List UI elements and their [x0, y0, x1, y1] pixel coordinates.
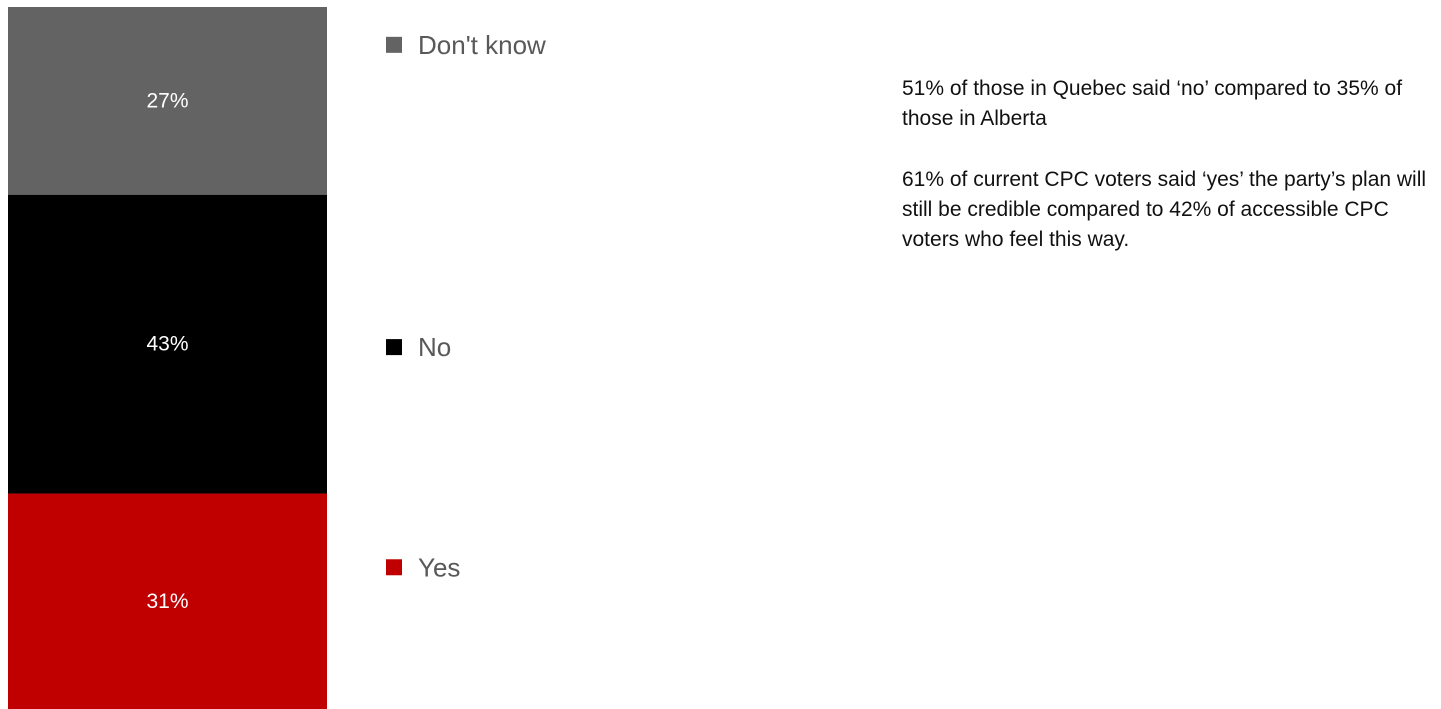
legend-label-no: No	[418, 332, 451, 362]
data-label-don-t-know: 27%	[146, 89, 188, 112]
legend-swatch-yes	[386, 559, 402, 576]
legend-swatch-no	[386, 339, 402, 356]
bar-data-labels: 31% 43% 27%	[146, 89, 188, 612]
legend-label-yes: Yes	[418, 552, 460, 582]
chart-legend: Yes No Don't know	[386, 30, 546, 582]
bar-segment-don-t-know	[8, 7, 327, 195]
data-label-yes: 31%	[146, 590, 188, 613]
bar-segment-no	[8, 194, 327, 494]
legend-label-don-t-know: Don't know	[418, 30, 546, 60]
note-cpc-voters: 61% of current CPC voters said ‘yes’ the…	[902, 168, 1427, 251]
legend-swatch-don-t-know	[386, 36, 402, 53]
bar-segments	[8, 7, 327, 709]
bar-segment-yes	[8, 493, 327, 709]
annotation-notes: 51% of those in Quebec said ‘no’ compare…	[902, 74, 1432, 286]
data-label-no: 43%	[146, 333, 188, 356]
note-quebec-alberta: 51% of those in Quebec said ‘no’ compare…	[902, 77, 1403, 130]
